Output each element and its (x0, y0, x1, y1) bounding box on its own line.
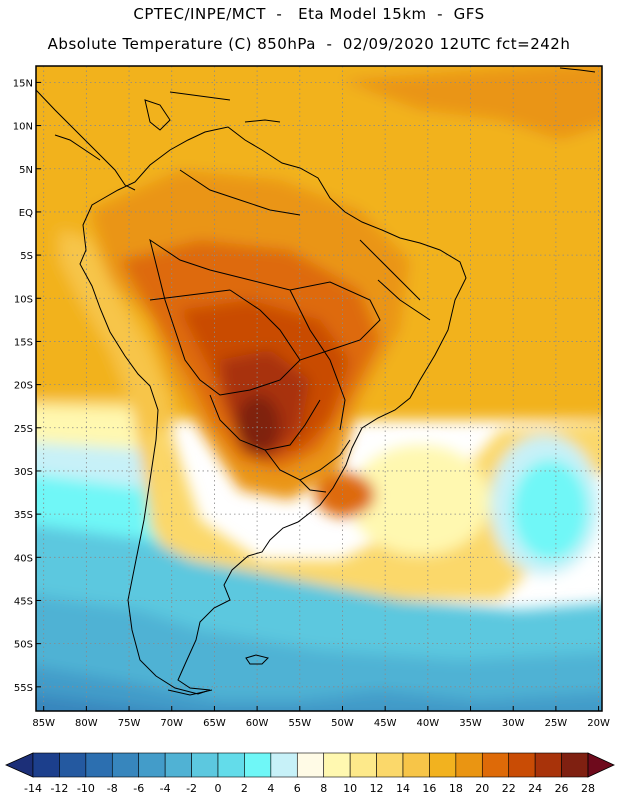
map-subtitle: Absolute Temperature (C) 850hPa - 02/09/… (47, 35, 571, 53)
colorbar-label: 2 (241, 782, 248, 795)
colorbar-label: -10 (77, 782, 95, 795)
colorbar-under-arrow (5, 752, 34, 778)
colorbar-label: -8 (107, 782, 118, 795)
colorbar-swatch (534, 752, 562, 778)
colorbar-swatch (508, 752, 536, 778)
lon-tick-label: 65W (203, 718, 226, 729)
lon-tick-label: 60W (246, 718, 269, 729)
lat-tick-label: 55S (14, 683, 33, 694)
lon-tick-label: 75W (118, 718, 141, 729)
lat-tick-label: 10S (14, 294, 33, 305)
plot-frame (35, 65, 603, 712)
colorbar-label: -2 (186, 782, 197, 795)
latitude-axis: 15N 10N 5N EQ 5S 10S 15S 20S 25S 30S 35S 40S 45S 50S 5… (13, 78, 41, 694)
colorbar-swatch (349, 752, 377, 778)
colorbar-label: 0 (215, 782, 222, 795)
colorbar-label: 28 (581, 782, 595, 795)
lon-tick-label: 20W (587, 718, 610, 729)
lat-tick-label: 5S (20, 251, 33, 262)
colorbar-swatch (191, 752, 219, 778)
colorbar-label: 18 (449, 782, 463, 795)
lat-tick-label: 10N (13, 122, 33, 133)
colorbar-swatch (85, 752, 113, 778)
lat-tick-label: 15S (14, 337, 33, 348)
lat-tick-label: EQ (19, 208, 33, 219)
colorbar: -14 -12 -10 -8 -6 -4 -2 0 2 4 6 8 10 12 14 16 18 20 22 24 26… (5, 752, 615, 795)
colorbar-label: 16 (422, 782, 436, 795)
colorbar-label: 6 (294, 782, 301, 795)
colorbar-label: -6 (133, 782, 144, 795)
lon-tick-label: 50W (331, 718, 354, 729)
colorbar-label: -4 (160, 782, 171, 795)
colorbar-swatch (481, 752, 510, 778)
colorbar-swatch (32, 752, 60, 778)
colorbar-label: 20 (475, 782, 489, 795)
colorbar-swatch (164, 752, 192, 778)
lon-tick-label: 25W (545, 718, 568, 729)
colorbar-label: 12 (370, 782, 384, 795)
lat-tick-label: 50S (14, 640, 33, 651)
colorbar-swatch (323, 752, 351, 778)
colorbar-label: 8 (320, 782, 327, 795)
colorbar-swatch (402, 752, 430, 778)
lat-tick-label: 20S (14, 381, 33, 392)
lat-tick-label: 40S (14, 553, 33, 564)
colorbar-label: 26 (555, 782, 569, 795)
lat-tick-label: 45S (14, 596, 33, 607)
colorbar-label: 14 (396, 782, 410, 795)
lat-tick-label: 15N (13, 78, 33, 89)
colorbar-swatch (138, 752, 166, 778)
map-title: CPTEC/INPE/MCT - Eta Model 15km - GFS (133, 5, 485, 23)
lon-tick-label: 35W (459, 718, 482, 729)
lon-tick-label: 40W (417, 718, 440, 729)
lat-tick-label: 25S (14, 424, 33, 435)
colorbar-swatch (296, 752, 325, 778)
temperature-field (36, 66, 602, 711)
colorbar-label: -12 (50, 782, 68, 795)
lon-tick-label: 45W (374, 718, 397, 729)
longitude-axis: 85W 80W 75W 70W 65W 60W 55W 50W 45W 40W 35W 30W 25W 2… (32, 706, 610, 729)
colorbar-label: 4 (267, 782, 274, 795)
lon-tick-label: 55W (288, 718, 311, 729)
lon-tick-label: 80W (75, 718, 98, 729)
lat-tick-label: 5N (19, 165, 33, 176)
colorbar-swatch (561, 752, 589, 778)
colorbar-swatch (429, 752, 457, 778)
colorbar-over-arrow (587, 752, 615, 778)
lon-tick-label: 85W (32, 718, 55, 729)
colorbar-swatch (376, 752, 404, 778)
coastlines (36, 67, 596, 696)
colorbar-swatch (217, 752, 245, 778)
colorbar-label: 10 (343, 782, 357, 795)
colorbar-label: -14 (24, 782, 42, 795)
colorbar-swatch (455, 752, 483, 778)
lon-tick-label: 30W (502, 718, 525, 729)
lon-tick-label: 70W (160, 718, 183, 729)
colorbar-label: 22 (502, 782, 516, 795)
lat-tick-label: 30S (14, 467, 33, 478)
lat-tick-label: 35S (14, 510, 33, 521)
colorbar-swatch (59, 752, 87, 778)
colorbar-swatch (111, 752, 140, 778)
colorbar-swatch (270, 752, 298, 778)
colorbar-swatch (244, 752, 272, 778)
colorbar-label: 24 (528, 782, 542, 795)
